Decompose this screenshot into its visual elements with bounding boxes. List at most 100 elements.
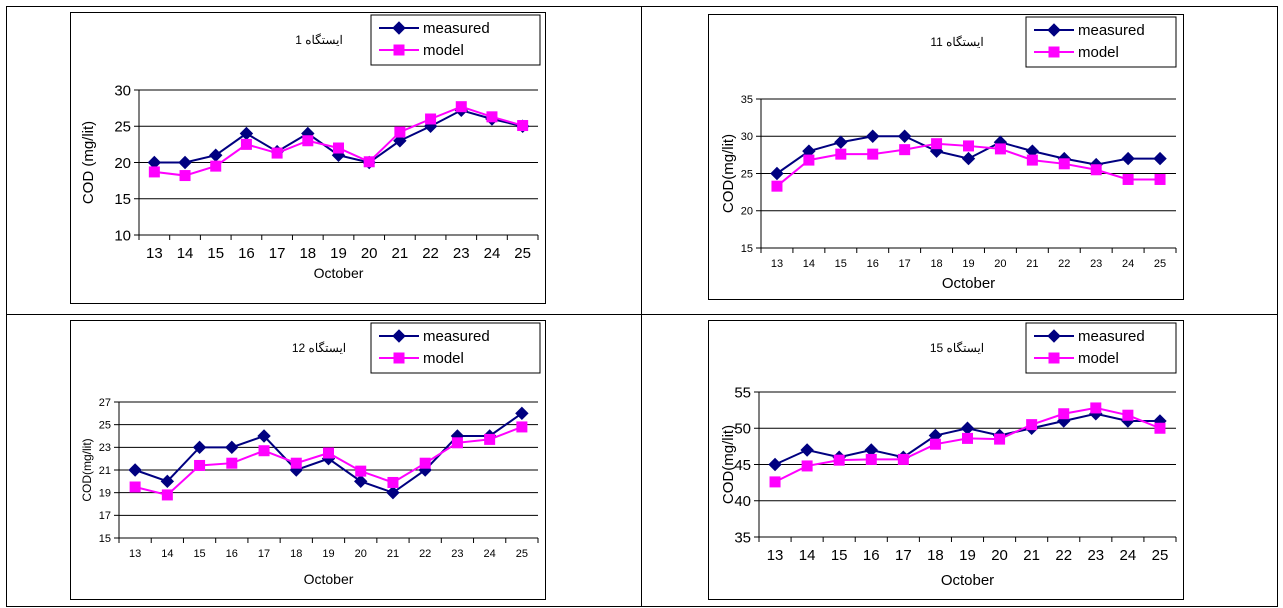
y-tick-label: 25 (99, 420, 111, 432)
data-point-model (801, 460, 813, 472)
data-point-measured (160, 474, 175, 489)
legend: measured model (1025, 16, 1177, 68)
series-line-model (774, 406, 1161, 483)
x-axis-label: October (941, 572, 994, 589)
x-tick-label: 19 (322, 548, 334, 560)
y-tick-label: 19 (99, 488, 111, 500)
chart-title: ایستگاه 1 (295, 33, 343, 47)
x-tick-label: 13 (146, 245, 163, 262)
x-axis-label: October (314, 265, 364, 281)
x-tick-label: 15 (193, 548, 205, 560)
legend-marker-measured (1047, 23, 1061, 37)
x-tick-label: 18 (290, 548, 302, 560)
data-point-model (148, 166, 160, 178)
legend-marker-measured (392, 21, 406, 35)
data-point-measured (257, 429, 271, 443)
chart-title: ایستگاه 12 (292, 341, 346, 355)
y-tick-label: 45 (734, 457, 751, 474)
legend-marker-model (393, 44, 405, 56)
x-tick-label: 17 (895, 547, 912, 564)
data-point-measured (866, 129, 880, 143)
x-tick-label: 23 (451, 548, 463, 560)
x-axis-label: October (942, 275, 995, 292)
legend-box (1025, 16, 1177, 68)
y-axis-label: COD (mg/lit) (80, 121, 97, 204)
x-tick-label: 13 (767, 547, 784, 564)
x-tick-label: 21 (1023, 547, 1040, 564)
data-point-model (302, 135, 314, 147)
chart-title: ایستگاه 11 (930, 35, 983, 49)
data-point-measured (961, 151, 976, 166)
legend-label-model: model (1078, 350, 1119, 367)
chart-title: ایستگاه 15 (930, 341, 984, 355)
data-point-model (419, 457, 431, 469)
legend-label-measured: measured (423, 328, 490, 345)
data-point-model (994, 143, 1006, 155)
x-tick-label: 19 (330, 245, 347, 262)
data-point-model (1058, 408, 1070, 420)
chart-svg-station-12: 15 17 19 21 23 25 27 13 14 15 16 17 18 19 20 21 22 23 24 25… (80, 322, 541, 587)
x-tick-label: 13 (771, 258, 783, 270)
x-tick-label: 22 (1055, 547, 1072, 564)
legend-marker-measured (1047, 329, 1061, 343)
data-point-measured (386, 485, 400, 500)
x-tick-label: 24 (484, 245, 501, 262)
chart-svg-station-11: 15 20 25 30 35 13 14 15 16 17 18 19 20 21 22 23 24 25 Octo… (720, 16, 1177, 292)
data-point-model (771, 180, 783, 192)
legend-label-measured: measured (1078, 328, 1145, 345)
data-point-model (387, 476, 399, 488)
grid-border-bottom (6, 606, 1278, 607)
grid-border-top (6, 6, 1278, 7)
x-tick-label: 16 (863, 547, 880, 564)
grid-border-left (6, 6, 7, 606)
x-tick-label: 17 (269, 245, 286, 262)
data-point-model (833, 454, 845, 466)
data-point-model (425, 113, 437, 125)
data-point-measured (768, 457, 782, 472)
data-point-model (161, 489, 173, 501)
data-point-model (194, 459, 206, 471)
data-point-model (271, 147, 283, 159)
grid-border-right (1277, 6, 1278, 606)
x-tick-label: 14 (803, 258, 815, 270)
data-point-model (899, 144, 911, 156)
chart-panel-station-1: 10 15 20 25 30 13 14 15 16 17 18 19 20 21 22 23 24 25 Octo… (70, 12, 546, 304)
y-tick-label: 21 (99, 465, 111, 477)
x-tick-label: 14 (799, 547, 816, 564)
data-point-model (1122, 409, 1134, 421)
data-point-model (865, 453, 877, 465)
x-tick-label: 25 (1152, 547, 1169, 564)
y-tick-label: 20 (741, 206, 753, 218)
x-tick-label: 23 (453, 245, 470, 262)
legend: measured model (370, 322, 541, 374)
x-tick-label: 23 (1090, 258, 1102, 270)
x-tick-label: 20 (361, 245, 378, 262)
legend-label-measured: measured (1078, 22, 1145, 39)
data-point-measured (515, 406, 529, 421)
data-point-model (1090, 164, 1102, 176)
grid-border-center (641, 6, 642, 606)
data-point-model (1058, 158, 1070, 170)
y-tick-label: 17 (99, 510, 111, 522)
data-point-model (363, 156, 375, 168)
y-tick-label: 15 (99, 533, 111, 545)
y-tick-label: 15 (741, 243, 753, 255)
data-point-model (929, 438, 941, 450)
x-axis-label: October (304, 571, 354, 587)
data-point-model (897, 453, 909, 465)
data-point-model (290, 457, 302, 469)
legend: measured model (1025, 322, 1177, 374)
data-point-model (129, 481, 141, 493)
data-point-model (769, 476, 781, 488)
y-tick-label: 10 (114, 227, 131, 244)
x-tick-label: 20 (991, 547, 1008, 564)
x-tick-label: 15 (831, 547, 848, 564)
x-tick-label: 18 (927, 547, 944, 564)
x-tick-label: 18 (299, 245, 316, 262)
data-point-measured (225, 440, 239, 455)
data-point-model (994, 433, 1006, 445)
y-tick-label: 27 (99, 397, 111, 409)
data-point-model (1090, 402, 1102, 414)
legend: measured model (370, 14, 541, 66)
